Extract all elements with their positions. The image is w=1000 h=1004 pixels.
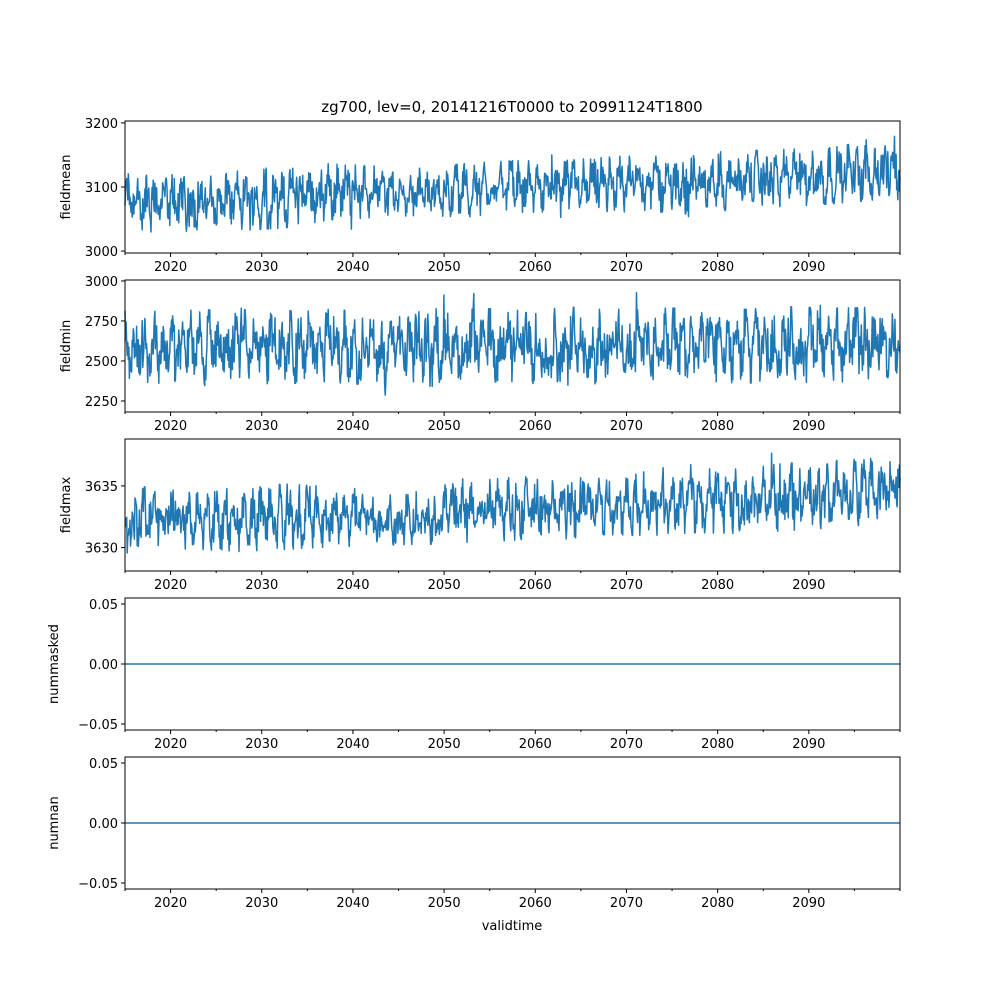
x-tick-label: 2090 — [792, 896, 825, 911]
x-tick-label: 2080 — [701, 260, 734, 275]
axes-frame — [124, 279, 901, 413]
x-tick-label: 2020 — [154, 737, 187, 752]
x-tick-label: 2040 — [336, 737, 369, 752]
y-tick-label: −0.05 — [78, 718, 118, 733]
y-tick-label: 0.05 — [89, 757, 118, 772]
x-tick-label: 2070 — [610, 896, 643, 911]
y-tick-label: 2500 — [85, 355, 118, 370]
x-tick-label: 2090 — [792, 260, 825, 275]
panel-fieldmin: 2250 2500 2750 3000 fieldmin 2020 2030 2040 2050… — [59, 275, 901, 434]
x-tick-label: 2050 — [428, 260, 461, 275]
y-tick-label: 0.05 — [89, 598, 118, 613]
x-tick-label: 2050 — [428, 419, 461, 434]
y-tick-label: 2750 — [85, 315, 118, 330]
x-tick-label: 2050 — [428, 737, 461, 752]
x-tick-label: 2060 — [519, 419, 552, 434]
y-axis-label: fieldmin — [59, 320, 74, 373]
panel-fieldmean: 3000 3100 3200 fieldmean 2020 2030 2040 2050 206… — [59, 117, 901, 275]
x-tick-label: 2020 — [154, 260, 187, 275]
x-tick-label: 2070 — [610, 737, 643, 752]
fieldmean-series-line — [124, 135, 901, 233]
x-tick-label: 2060 — [519, 260, 552, 275]
panel-nummasked: −0.05 0.00 0.05 nummasked 2020 2030 2040 2050 20… — [47, 597, 901, 752]
y-axis-label: nummasked — [47, 624, 62, 704]
x-tick-label: 2070 — [610, 578, 643, 593]
x-tick-label: 2060 — [519, 578, 552, 593]
x-tick-label: 2040 — [336, 419, 369, 434]
y-tick-label: 3200 — [85, 117, 118, 132]
x-tick-label: 2040 — [336, 260, 369, 275]
x-tick-label: 2040 — [336, 578, 369, 593]
x-tick-label: 2080 — [701, 578, 734, 593]
y-axis-label: fieldmean — [59, 155, 74, 220]
x-tick-label: 2030 — [245, 896, 278, 911]
y-tick-label: −0.05 — [78, 877, 118, 892]
x-axis-label: validtime — [482, 919, 543, 934]
x-tick-label: 2090 — [792, 419, 825, 434]
x-tick-label: 2030 — [245, 578, 278, 593]
y-tick-label: 2250 — [85, 395, 118, 410]
x-tick-label: 2030 — [245, 737, 278, 752]
x-tick-label: 2050 — [428, 896, 461, 911]
panel-numnan: −0.05 0.00 0.05 numnan 2020 2030 2040 2050 2060 2… — [47, 756, 901, 911]
x-tick-label: 2090 — [792, 578, 825, 593]
y-tick-label: 3000 — [85, 245, 118, 260]
x-tick-label: 2020 — [154, 896, 187, 911]
x-tick-label: 2080 — [701, 419, 734, 434]
fieldmax-series-line — [124, 452, 901, 554]
x-tick-label: 2070 — [610, 419, 643, 434]
x-tick-label: 2090 — [792, 737, 825, 752]
y-tick-label: 3000 — [85, 275, 118, 290]
chart-title: zg700, lev=0, 20141216T0000 to 20991124T… — [321, 98, 702, 116]
y-tick-label: 3100 — [85, 181, 118, 196]
x-tick-label: 2020 — [154, 578, 187, 593]
fieldmin-series-line — [124, 291, 901, 396]
y-tick-label: 0.00 — [89, 658, 118, 673]
axes-frame — [124, 438, 901, 572]
y-axis-label: fieldmax — [59, 477, 74, 534]
x-tick-label: 2070 — [610, 260, 643, 275]
y-tick-label: 3630 — [85, 542, 118, 557]
y-tick-label: 0.00 — [89, 817, 118, 832]
y-axis-label: numnan — [47, 796, 62, 850]
x-tick-label: 2050 — [428, 578, 461, 593]
x-tick-label: 2080 — [701, 896, 734, 911]
x-tick-label: 2030 — [245, 419, 278, 434]
x-tick-label: 2080 — [701, 737, 734, 752]
x-tick-label: 2060 — [519, 896, 552, 911]
x-tick-label: 2020 — [154, 419, 187, 434]
x-tick-label: 2040 — [336, 896, 369, 911]
panel-fieldmax: 3630 3635 fieldmax 2020 2030 2040 2050 2060 2070… — [59, 438, 901, 593]
y-tick-label: 3635 — [85, 480, 118, 495]
x-tick-label: 2030 — [245, 260, 278, 275]
x-tick-label: 2060 — [519, 737, 552, 752]
